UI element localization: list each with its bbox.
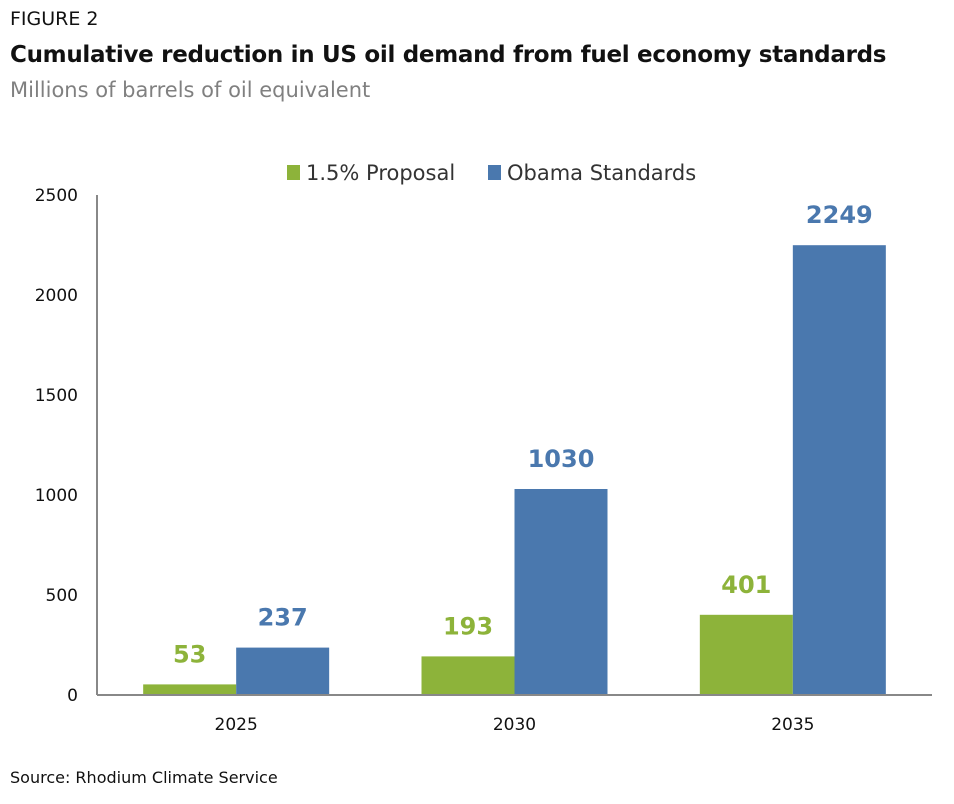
y-tick-label: 2000	[35, 286, 78, 306]
y-tick-label: 2500	[35, 186, 78, 206]
x-tick-label: 2025	[215, 715, 258, 735]
bar	[792, 245, 886, 695]
data-label: 237	[258, 604, 308, 632]
legend-swatch	[287, 165, 300, 180]
data-label: 53	[173, 640, 206, 668]
bar	[143, 684, 237, 695]
y-tick-label: 0	[67, 686, 78, 706]
legend-label: Obama Standards	[507, 161, 696, 185]
bar	[699, 614, 793, 695]
bar	[236, 647, 330, 695]
legend-swatch	[488, 165, 501, 180]
chart-title: Cumulative reduction in US oil demand fr…	[10, 42, 887, 68]
data-label: 1030	[528, 445, 595, 473]
y-tick-label: 500	[46, 586, 78, 606]
source-note: Source: Rhodium Climate Service	[10, 768, 278, 787]
data-label: 193	[443, 612, 493, 640]
data-label: 401	[721, 571, 771, 599]
data-label: 2249	[806, 201, 873, 229]
x-tick-label: 2030	[493, 715, 536, 735]
y-tick-label: 1500	[35, 386, 78, 406]
bar	[421, 656, 515, 695]
x-tick-label: 2035	[771, 715, 814, 735]
figure-label: FIGURE 2	[10, 8, 99, 30]
y-tick-label: 1000	[35, 486, 78, 506]
chart-subtitle: Millions of barrels of oil equivalent	[10, 78, 371, 102]
legend-label: 1.5% Proposal	[306, 161, 455, 185]
bar	[514, 489, 608, 695]
